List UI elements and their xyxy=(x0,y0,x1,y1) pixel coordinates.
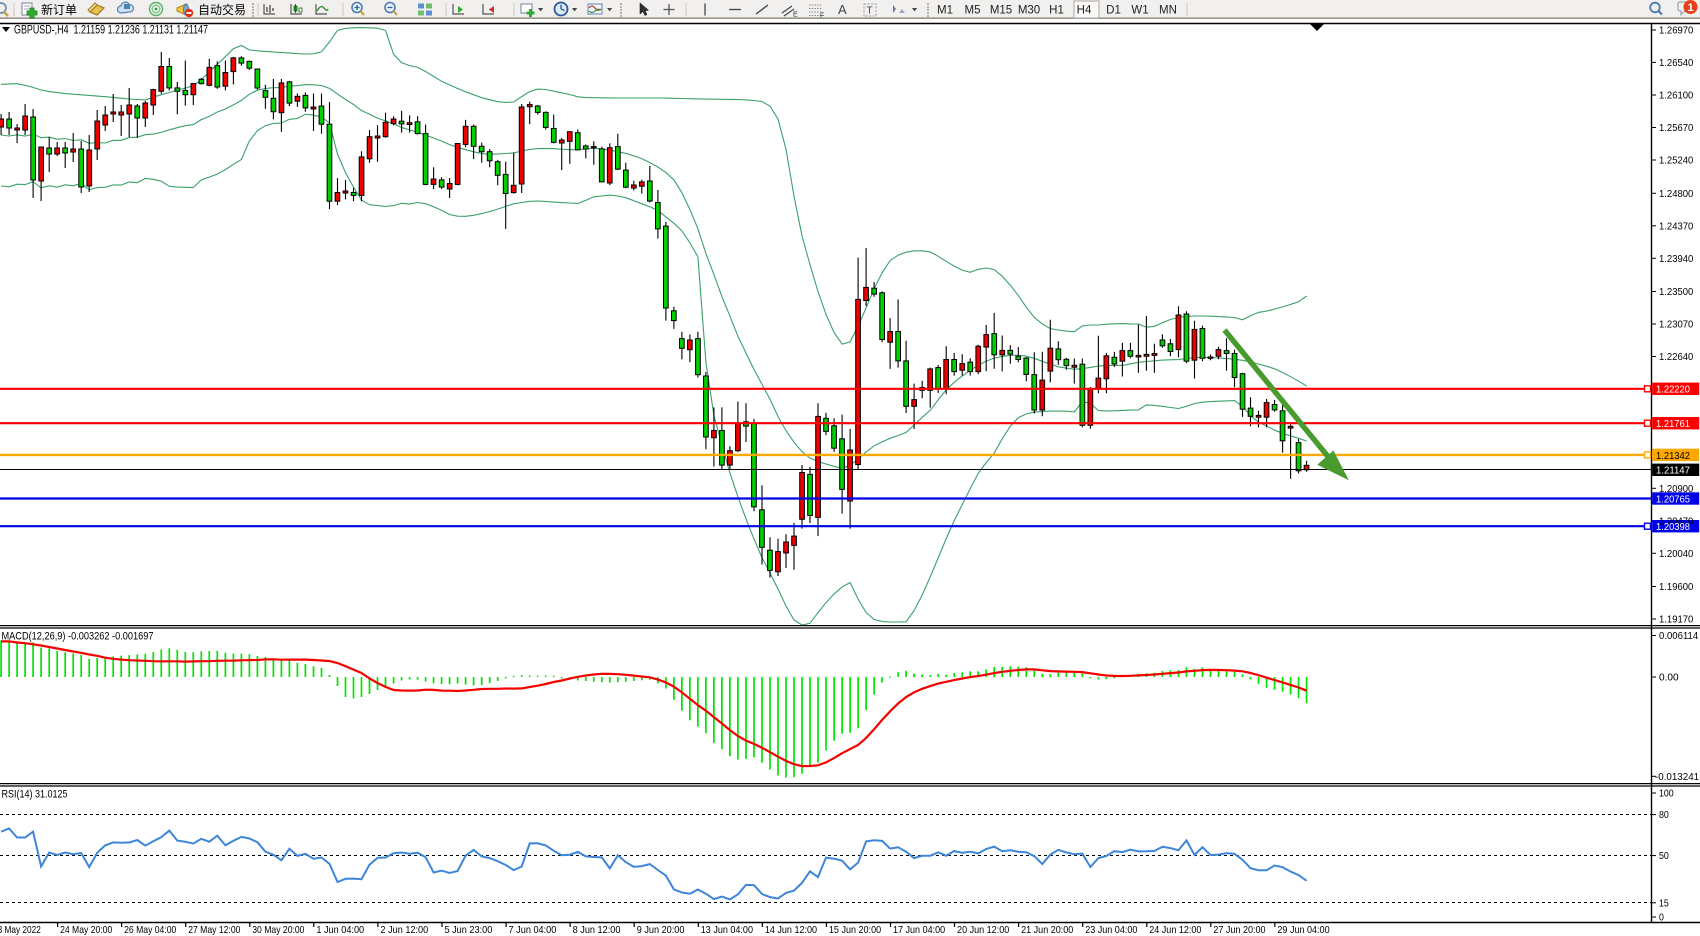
svg-text:1.25240: 1.25240 xyxy=(1659,156,1693,167)
svg-text:A: A xyxy=(838,2,847,17)
svg-text:30 May 20:00: 30 May 20:00 xyxy=(252,925,304,936)
svg-text:7 Jun 04:00: 7 Jun 04:00 xyxy=(509,925,557,936)
svg-text:24 May 20:00: 24 May 20:00 xyxy=(60,925,112,936)
svg-text:M30: M30 xyxy=(1018,5,1040,17)
svg-text:23 May 2022: 23 May 2022 xyxy=(0,925,41,936)
svg-text:MN: MN xyxy=(1159,5,1177,17)
svg-text:2 Jun 12:00: 2 Jun 12:00 xyxy=(380,925,428,936)
svg-text:24 Jun 12:00: 24 Jun 12:00 xyxy=(1149,925,1201,936)
svg-text:80: 80 xyxy=(1659,810,1669,821)
svg-text:1.19600: 1.19600 xyxy=(1659,582,1693,593)
svg-text:1.22640: 1.22640 xyxy=(1659,352,1693,363)
svg-text:1.19170: 1.19170 xyxy=(1659,615,1693,626)
svg-text:15: 15 xyxy=(1659,898,1669,909)
svg-text:23 Jun 04:00: 23 Jun 04:00 xyxy=(1085,925,1137,936)
svg-text:E: E xyxy=(793,12,798,19)
svg-text:1.20470: 1.20470 xyxy=(1659,516,1693,527)
svg-text:新订单: 新订单 xyxy=(41,2,77,17)
svg-text:26 May 04:00: 26 May 04:00 xyxy=(124,925,176,936)
svg-text:100: 100 xyxy=(1659,789,1674,800)
svg-text:14 Jun 12:00: 14 Jun 12:00 xyxy=(765,925,817,936)
svg-text:5 Jun 23:00: 5 Jun 23:00 xyxy=(444,925,492,936)
svg-text:M5: M5 xyxy=(965,5,981,17)
svg-text:1.20765: 1.20765 xyxy=(1656,494,1690,505)
svg-text:1.26970: 1.26970 xyxy=(1659,26,1693,37)
svg-text:MACD(12,26,9) -0.003262 -0.001: MACD(12,26,9) -0.003262 -0.001697 xyxy=(2,631,154,643)
svg-text:1.21761: 1.21761 xyxy=(1656,419,1690,430)
svg-text:1.25670: 1.25670 xyxy=(1659,123,1693,134)
svg-text:20 Jun 12:00: 20 Jun 12:00 xyxy=(957,925,1009,936)
svg-text:9 Jun 20:00: 9 Jun 20:00 xyxy=(637,925,685,936)
svg-text:1.22220: 1.22220 xyxy=(1656,385,1690,396)
svg-text:1: 1 xyxy=(1687,2,1693,14)
svg-text:1.23500: 1.23500 xyxy=(1659,287,1693,298)
svg-text:D1: D1 xyxy=(1106,5,1121,17)
svg-text:15 Jun 20:00: 15 Jun 20:00 xyxy=(829,925,881,936)
svg-text:RSI(14) 31.0125: RSI(14) 31.0125 xyxy=(2,789,68,801)
svg-text:27 May 12:00: 27 May 12:00 xyxy=(188,925,240,936)
svg-text:H4: H4 xyxy=(1077,5,1092,17)
svg-text:M15: M15 xyxy=(990,5,1012,17)
svg-text:1.21147: 1.21147 xyxy=(1656,466,1690,477)
svg-text:1.20040: 1.20040 xyxy=(1659,549,1693,560)
svg-text:8 Jun 12:00: 8 Jun 12:00 xyxy=(573,925,621,936)
svg-text:1.23940: 1.23940 xyxy=(1659,254,1693,265)
svg-text:W1: W1 xyxy=(1131,5,1148,17)
svg-text:1 Jun 04:00: 1 Jun 04:00 xyxy=(316,925,364,936)
svg-text:0.006114: 0.006114 xyxy=(1659,631,1698,642)
svg-text:M1: M1 xyxy=(937,5,953,17)
svg-text:H1: H1 xyxy=(1049,5,1064,17)
svg-text:1.23070: 1.23070 xyxy=(1659,320,1693,331)
svg-text:13 Jun 04:00: 13 Jun 04:00 xyxy=(701,925,753,936)
svg-text:27 Jun 20:00: 27 Jun 20:00 xyxy=(1213,925,1265,936)
svg-text:1.20398: 1.20398 xyxy=(1656,522,1690,533)
svg-text:21 Jun 20:00: 21 Jun 20:00 xyxy=(1021,925,1073,936)
svg-text:1.24800: 1.24800 xyxy=(1659,189,1693,200)
svg-text:F: F xyxy=(820,13,824,20)
svg-text:1.20900: 1.20900 xyxy=(1659,484,1693,495)
svg-text:29 Jun 04:00: 29 Jun 04:00 xyxy=(1277,925,1329,936)
svg-text:自动交易: 自动交易 xyxy=(198,2,246,17)
svg-text:17 Jun 04:00: 17 Jun 04:00 xyxy=(893,925,945,936)
svg-text:-0.013241: -0.013241 xyxy=(1655,772,1699,783)
svg-text:1.24370: 1.24370 xyxy=(1659,221,1693,232)
svg-text:GBPUSD-,H4 1.21159 1.21236 1.: GBPUSD-,H4 1.21159 1.21236 1.21131 1.211… xyxy=(14,25,208,37)
svg-text:1.21342: 1.21342 xyxy=(1656,451,1690,462)
svg-text:1.26540: 1.26540 xyxy=(1659,58,1693,69)
svg-text:0: 0 xyxy=(1659,913,1664,924)
svg-text:0.00: 0.00 xyxy=(1659,673,1679,684)
svg-text:50: 50 xyxy=(1659,851,1669,862)
svg-text:T: T xyxy=(867,6,873,17)
svg-text:1.26100: 1.26100 xyxy=(1659,91,1693,102)
